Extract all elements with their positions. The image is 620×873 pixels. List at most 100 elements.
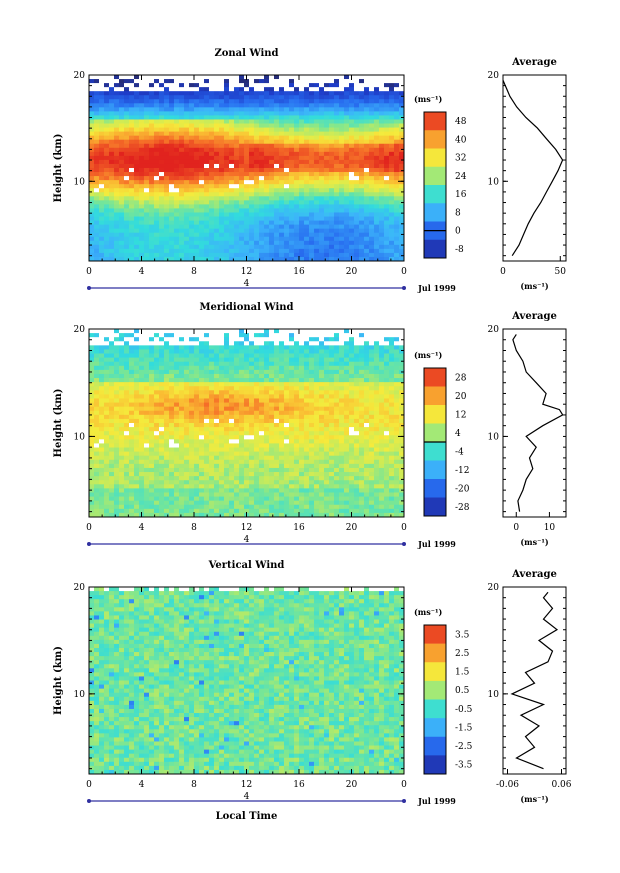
heatmap-cell (199, 83, 205, 88)
heatmap-cell (164, 431, 170, 436)
heatmap-cell (109, 159, 115, 165)
heatmap-cell (134, 488, 140, 493)
heatmap-cell (284, 208, 290, 213)
heatmap-cell (179, 252, 185, 258)
heatmap-cell (194, 418, 200, 424)
heatmap-cell (239, 220, 245, 226)
heatmap-cell (279, 390, 285, 395)
heatmap-cell (289, 382, 295, 387)
heatmap-cell (129, 349, 135, 354)
heatmap-cell (399, 75, 405, 80)
heatmap-cell (269, 476, 275, 481)
heatmap-cell (134, 431, 140, 436)
heatmap-cell (129, 431, 135, 436)
heatmap-cell (379, 87, 385, 92)
heatmap-cell (259, 236, 265, 242)
heatmap-cell (159, 435, 165, 440)
heatmap-cell (189, 488, 195, 493)
heatmap-cell (279, 341, 285, 346)
heatmap-cell (369, 188, 375, 193)
heatmap-cell (379, 147, 385, 153)
heatmap-cell (159, 451, 165, 457)
heatmap-cell (109, 390, 115, 395)
heatmap-cell (129, 135, 135, 141)
heatmap-cell (274, 204, 280, 209)
heatmap-cell (119, 508, 125, 514)
heatmap-cell (199, 155, 205, 161)
heatmap-cell (239, 512, 245, 518)
heatmap-cell (254, 184, 260, 189)
heatmap-cell (144, 232, 150, 238)
heatmap-cell (284, 418, 290, 424)
x-tick-label: 4 (139, 267, 145, 277)
heatmap-cell (169, 204, 175, 209)
heatmap-cell (219, 99, 225, 104)
heatmap-cell (249, 252, 255, 258)
heatmap-cell (124, 447, 130, 453)
heatmap-cell (259, 151, 265, 157)
heatmap-cell (149, 365, 155, 371)
heatmap-cell (139, 168, 145, 173)
heatmap-cell (104, 135, 110, 141)
heatmap-cell (174, 240, 180, 246)
heatmap-cell (164, 361, 170, 367)
heatmap-cell (99, 414, 105, 420)
heatmap-cell (169, 91, 175, 96)
heatmap-cell (339, 83, 345, 88)
heatmap-cell (254, 390, 260, 395)
heatmap-cell (159, 508, 165, 514)
heatmap-cell (344, 252, 350, 258)
heatmap-cell (299, 180, 305, 185)
heatmap-cell (274, 147, 280, 153)
heatmap-cell (244, 349, 250, 354)
heatmap-cell (289, 467, 295, 473)
heatmap-cell (234, 378, 240, 383)
heatmap-cell (379, 168, 385, 173)
heatmap-cell (229, 333, 235, 338)
heatmap-cell (164, 163, 170, 169)
heatmap-cell (269, 431, 275, 436)
heatmap-cell (189, 504, 195, 510)
heatmap-cell (174, 353, 180, 359)
heatmap-cell (319, 184, 325, 189)
heatmap-cell (169, 427, 175, 432)
heatmap-cell (284, 99, 290, 104)
heatmap-cell (259, 180, 265, 185)
colorbar-swatch (424, 130, 446, 149)
heatmap-cell (214, 159, 220, 165)
heatmap-cell (199, 163, 205, 169)
heatmap-cell (289, 365, 295, 371)
heatmap-cell (179, 508, 185, 514)
heatmap-cell (159, 224, 165, 230)
heatmap-cell (284, 357, 290, 363)
heatmap-cell (219, 443, 225, 448)
heatmap-cell (239, 492, 245, 497)
heatmap-cell (109, 151, 115, 157)
heatmap-cell (284, 345, 290, 350)
heatmap-cell (204, 196, 210, 201)
heatmap-cell (354, 95, 360, 100)
heatmap-cell (384, 131, 390, 137)
heatmap-cell (184, 373, 190, 379)
heatmap-cell (259, 99, 265, 104)
heatmap-cell (374, 196, 380, 201)
heatmap-cell (249, 369, 255, 375)
heatmap-cell (264, 353, 270, 359)
heatmap-cell (204, 75, 210, 80)
heatmap-cell (224, 341, 230, 346)
heatmap-cell (249, 256, 255, 262)
heatmap-cell (104, 333, 110, 338)
heatmap-cell (264, 131, 270, 137)
heatmap-cell (294, 508, 300, 514)
heatmap-cell (324, 196, 330, 201)
heatmap-cell (199, 337, 205, 342)
heatmap-cell (354, 228, 360, 234)
heatmap-cell (144, 365, 150, 371)
heatmap-cell (294, 208, 300, 213)
heatmap-cell (254, 373, 260, 379)
heatmap-cell (279, 345, 285, 350)
heatmap-cell (114, 176, 120, 181)
heatmap-cell (324, 127, 330, 133)
heatmap-cell (194, 427, 200, 432)
